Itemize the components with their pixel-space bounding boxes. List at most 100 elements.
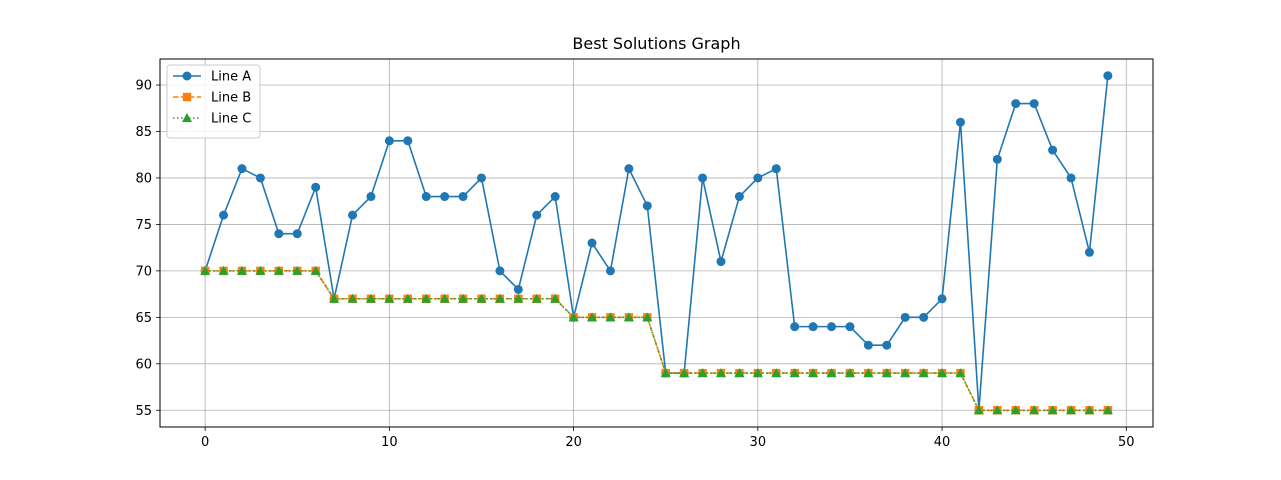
y-tick-label: 90 xyxy=(135,79,152,94)
y-tick-label: 75 xyxy=(135,218,152,233)
data-point-line-c xyxy=(513,293,524,303)
data-point-line-c xyxy=(1102,405,1113,415)
data-point-line-c xyxy=(881,368,892,378)
data-point-line-c xyxy=(955,368,966,378)
data-point-line-c xyxy=(200,265,211,275)
data-point-line-c xyxy=(458,293,469,303)
legend-label: Line B xyxy=(211,91,251,106)
data-point-line-c xyxy=(550,293,561,303)
x-tick-label: 50 xyxy=(1118,435,1135,450)
data-point-line-c xyxy=(826,368,837,378)
data-point-line-a xyxy=(348,210,358,220)
data-point-line-c xyxy=(789,368,800,378)
data-point-line-c xyxy=(679,368,690,378)
data-point-line-a xyxy=(845,322,855,332)
data-point-line-c xyxy=(918,368,929,378)
data-point-line-c xyxy=(623,312,634,322)
data-point-line-a xyxy=(753,173,763,183)
data-point-line-c xyxy=(402,293,413,303)
data-point-line-c xyxy=(697,368,708,378)
data-point-line-c xyxy=(863,368,874,378)
data-point-line-a xyxy=(421,192,431,202)
data-point-line-c xyxy=(236,265,247,275)
data-point-line-c xyxy=(715,368,726,378)
data-point-line-a xyxy=(403,136,413,146)
data-point-line-c xyxy=(771,368,782,378)
data-point-line-c xyxy=(494,293,505,303)
legend-item-line-b: Line B xyxy=(173,91,251,106)
series-line-line-c xyxy=(205,270,1108,412)
legend-item-line-c: Line C xyxy=(173,112,251,127)
data-point-line-a xyxy=(605,266,615,276)
data-point-line-a xyxy=(550,192,560,202)
legend-item-line-a: Line A xyxy=(173,70,251,85)
data-point-line-c xyxy=(992,405,1003,415)
legend-label: Line C xyxy=(211,112,251,127)
y-tick-label: 65 xyxy=(135,311,152,326)
series-layer xyxy=(200,71,1113,415)
data-point-line-a xyxy=(937,294,947,304)
axes: 0 10 20 30 40 50 55 60 65 70 75 80 85 90 xyxy=(135,79,1134,450)
data-point-line-c xyxy=(255,265,266,275)
x-tick-label: 40 xyxy=(934,435,951,450)
data-point-line-c xyxy=(642,312,653,322)
series-line-a xyxy=(200,71,1113,415)
data-point-line-c xyxy=(1066,405,1077,415)
data-point-line-a xyxy=(808,322,818,332)
data-point-line-a xyxy=(1048,145,1058,155)
data-point-line-a xyxy=(734,192,744,202)
data-point-line-a xyxy=(440,192,450,202)
x-tick-label: 0 xyxy=(201,435,209,450)
legend-label: Line A xyxy=(211,70,251,85)
data-point-line-a xyxy=(458,192,468,202)
data-point-line-a xyxy=(311,182,321,192)
data-point-line-c xyxy=(365,293,376,303)
data-point-line-c xyxy=(844,368,855,378)
data-point-line-a xyxy=(476,173,486,183)
data-point-line-a xyxy=(1084,247,1094,257)
data-point-line-c xyxy=(273,265,284,275)
data-point-line-c xyxy=(310,265,321,275)
data-point-line-c xyxy=(1047,405,1058,415)
data-point-line-c xyxy=(421,293,432,303)
series-line-line-a xyxy=(204,75,1109,412)
data-point-line-a xyxy=(900,312,910,322)
data-point-line-a xyxy=(919,312,929,322)
data-point-line-c xyxy=(587,312,598,322)
data-point-line-a xyxy=(513,284,523,294)
legend-marker xyxy=(182,71,192,81)
data-point-line-c xyxy=(476,293,487,303)
y-tick-label: 85 xyxy=(135,125,152,140)
x-tick-label: 10 xyxy=(381,435,398,450)
legend-marker xyxy=(182,92,192,102)
data-point-line-a xyxy=(384,136,394,146)
data-point-line-c xyxy=(292,265,303,275)
data-point-line-a xyxy=(1011,99,1021,109)
data-point-line-c xyxy=(1029,405,1040,415)
data-point-line-c xyxy=(605,312,616,322)
data-point-line-c xyxy=(347,293,358,303)
data-point-line-c xyxy=(752,368,763,378)
chart-title: Best Solutions Graph xyxy=(572,34,740,53)
data-point-line-c xyxy=(937,368,948,378)
data-point-line-c xyxy=(973,405,984,415)
data-point-line-a xyxy=(219,210,229,220)
data-point-line-a xyxy=(624,164,634,174)
y-tick-label: 70 xyxy=(135,264,152,279)
data-point-line-c xyxy=(660,368,671,378)
data-point-line-a xyxy=(1029,99,1039,109)
data-point-line-c xyxy=(1084,405,1095,415)
data-point-line-a xyxy=(790,322,800,332)
data-point-line-a xyxy=(292,229,302,239)
data-point-line-a xyxy=(698,173,708,183)
data-point-line-a xyxy=(882,340,892,350)
data-point-line-a xyxy=(992,154,1002,164)
legend-marker xyxy=(182,113,192,122)
data-point-line-c xyxy=(218,265,229,275)
x-tick-label: 20 xyxy=(565,435,582,450)
data-point-line-a xyxy=(495,266,505,276)
grid xyxy=(160,59,1153,427)
y-tick-label: 80 xyxy=(135,171,152,186)
data-point-line-c xyxy=(384,293,395,303)
data-point-line-a xyxy=(642,201,652,211)
